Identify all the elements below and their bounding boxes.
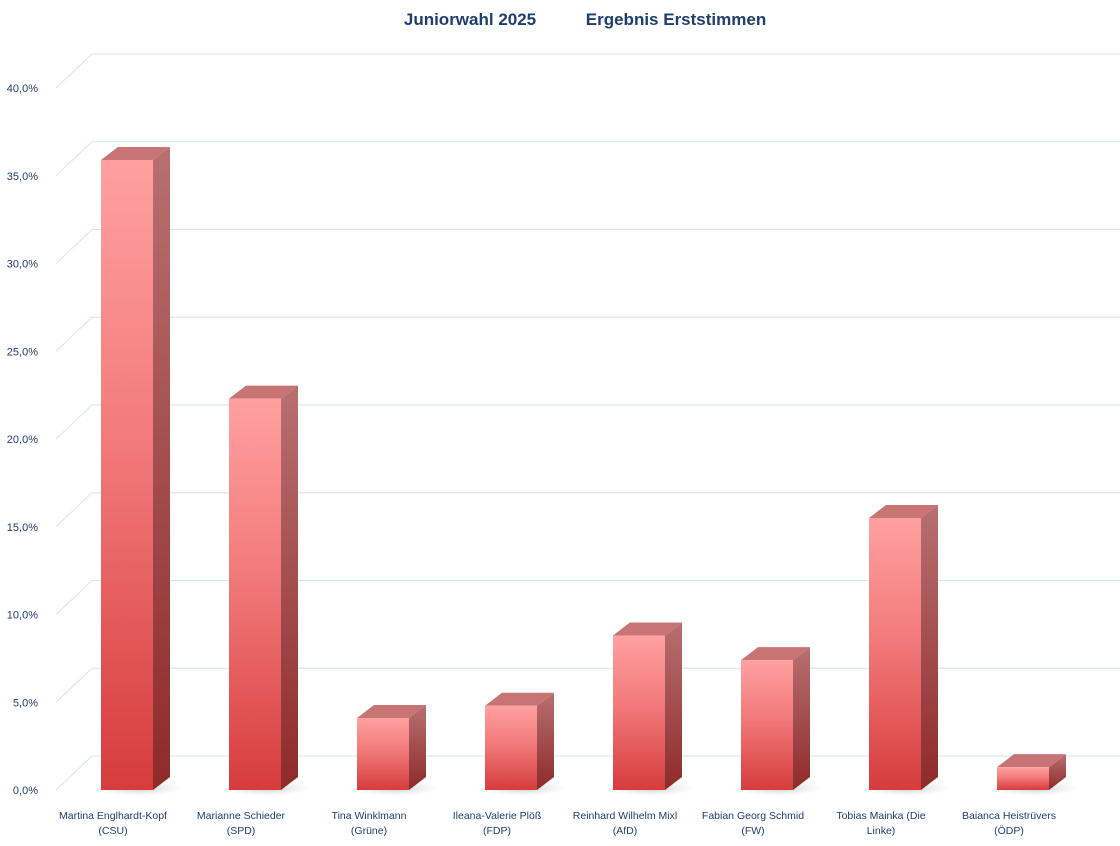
bar-top xyxy=(613,622,682,636)
gridline xyxy=(55,492,1120,528)
x-tick-label: Baianca Heistrüvers (ÖDP) xyxy=(962,810,1056,837)
y-tick-label: 0,0% xyxy=(13,785,38,797)
bar-top xyxy=(101,146,170,160)
bar-side xyxy=(409,705,426,790)
gridline xyxy=(55,141,1120,177)
gridline xyxy=(55,229,1120,264)
y-tick-label: 25,0% xyxy=(7,346,38,358)
bar xyxy=(222,385,312,796)
bar-front xyxy=(741,660,793,790)
y-tick-label: 5,0% xyxy=(13,697,38,709)
bar-front xyxy=(997,767,1049,790)
bar-top xyxy=(869,504,938,518)
x-axis-labels: Martina Englhardt-Kopf (CSU) Marianne Schi… xyxy=(59,810,1056,837)
bar xyxy=(862,504,952,796)
x-tick-label: Reinhard Wilhelm Mixl (AfD) xyxy=(573,810,677,837)
chart-subtitle: Ergebnis Erststimmen xyxy=(586,10,766,29)
x-tick-label: Marianne Schieder (SPD) xyxy=(197,810,286,837)
bar-side xyxy=(665,622,682,790)
x-tick-label: Martina Englhardt-Kopf (CSU) xyxy=(59,810,167,837)
gridline xyxy=(55,53,1120,89)
y-tick-label: 20,0% xyxy=(7,434,38,446)
bar xyxy=(990,754,1080,796)
x-tick-label: Tina Winklmann (Grüne) xyxy=(332,810,407,837)
bar-top xyxy=(485,692,554,706)
bar xyxy=(606,622,696,796)
bar-side xyxy=(537,692,554,790)
gridline xyxy=(55,404,1120,440)
bar xyxy=(478,692,568,796)
chart-title: Juniorwahl 2025 xyxy=(404,10,536,29)
bar-side xyxy=(153,146,170,790)
gridline xyxy=(55,755,1120,791)
bar-top xyxy=(997,754,1066,768)
bar-side xyxy=(1049,754,1066,790)
x-tick-label: Fabian Georg Schmid (FW) xyxy=(702,810,804,837)
bar-side xyxy=(793,647,810,790)
bar-front xyxy=(101,159,153,790)
bar-side xyxy=(921,504,938,790)
bars xyxy=(94,146,1080,796)
bar xyxy=(734,647,824,796)
y-axis-ticks: 0,0% 5,0% 10,0% 15,0% 20,0% 25,0% 30,0% 35,0% 40… xyxy=(7,83,38,797)
y-tick-label: 10,0% xyxy=(7,610,38,622)
bar xyxy=(94,146,184,796)
y-tick-label: 15,0% xyxy=(7,522,38,534)
bar-top xyxy=(741,647,810,661)
gridline xyxy=(55,667,1120,703)
bar-top xyxy=(229,385,298,399)
y-tick-label: 30,0% xyxy=(7,259,38,271)
gridlines xyxy=(55,53,1120,791)
y-tick-label: 40,0% xyxy=(7,83,38,95)
bar-front xyxy=(357,718,409,790)
bar-top xyxy=(357,705,426,719)
bar-front xyxy=(485,705,537,790)
y-tick-label: 35,0% xyxy=(7,171,38,183)
x-tick-label: Ileana-Valerie Plöß (FDP) xyxy=(453,810,542,837)
bar xyxy=(350,705,440,796)
bar-front xyxy=(613,635,665,790)
bar-front xyxy=(229,398,281,790)
bar-front xyxy=(869,517,921,790)
gridline xyxy=(55,316,1120,352)
bar-side xyxy=(281,385,298,790)
gridline xyxy=(55,580,1120,615)
x-tick-label: Tobias Mainka (Die Linke) xyxy=(836,810,925,837)
